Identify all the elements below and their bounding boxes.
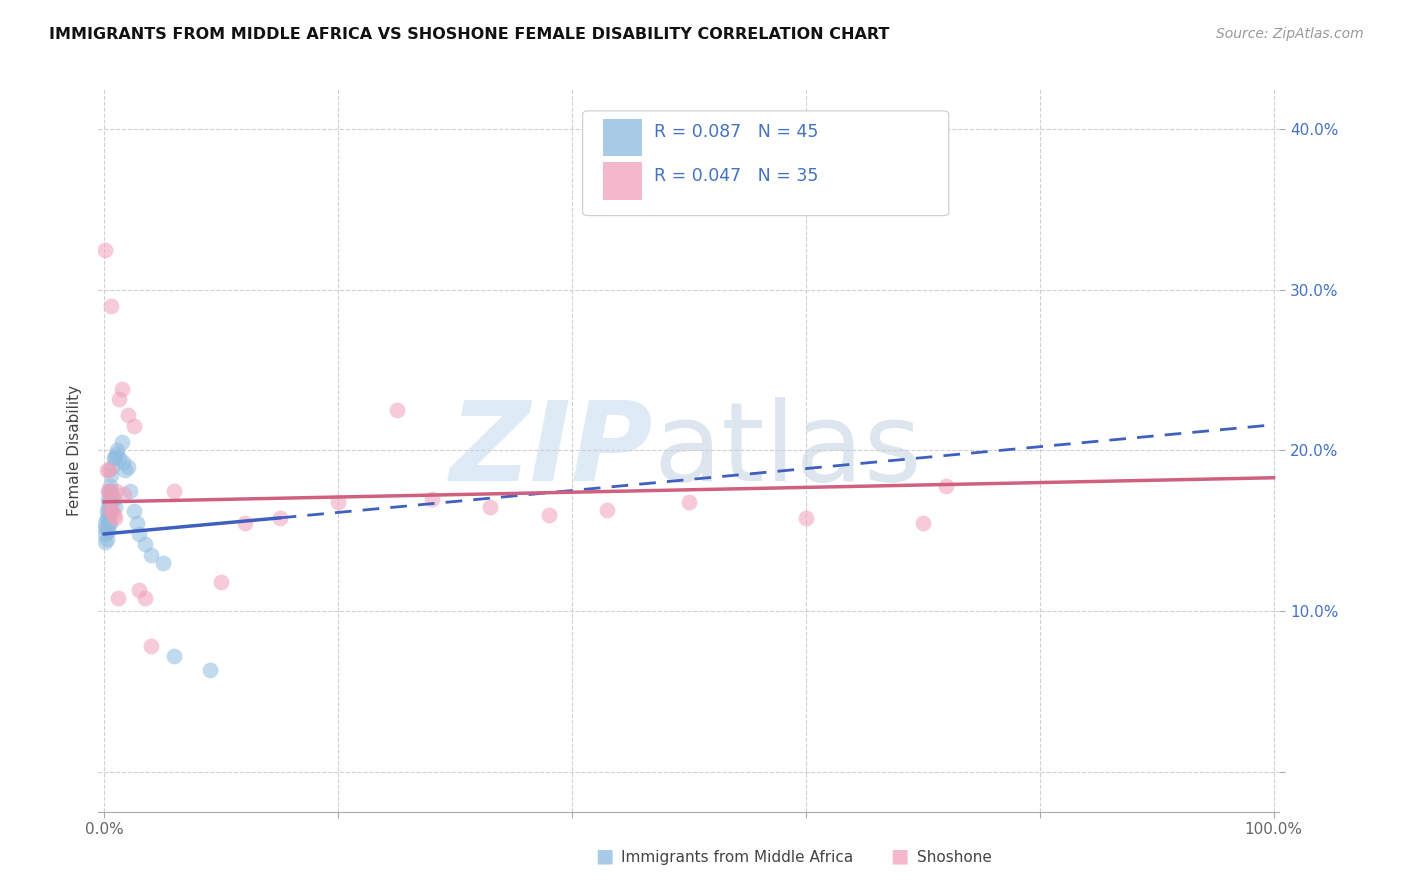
Point: [114, 463, 136, 477]
Point: [198, 664, 221, 678]
Point: [94, 535, 117, 549]
Point: [103, 451, 125, 466]
Point: [101, 504, 124, 518]
Point: [104, 483, 127, 498]
Y-axis label: Female Disability: Female Disability: [66, 384, 82, 516]
Point: [139, 640, 162, 654]
Point: [118, 483, 141, 498]
Point: [111, 383, 134, 397]
Point: [128, 527, 150, 541]
Point: [94, 243, 117, 257]
Point: [97, 483, 120, 498]
Text: IMMIGRANTS FROM MIDDLE AFRICA VS SHOSHONE FEMALE DISABILITY CORRELATION CHART: IMMIGRANTS FROM MIDDLE AFRICA VS SHOSHON…: [49, 27, 890, 42]
Point: [152, 556, 174, 570]
Point: [96, 532, 118, 546]
Text: ■: ■: [595, 847, 614, 865]
Point: [98, 488, 121, 502]
Point: [108, 392, 131, 406]
Point: [96, 511, 118, 525]
Point: [134, 536, 156, 550]
Point: [122, 504, 145, 518]
Point: [209, 575, 232, 590]
Point: [100, 467, 122, 482]
Point: [98, 479, 121, 493]
Point: [111, 435, 134, 450]
Point: [911, 516, 934, 530]
Point: [128, 583, 150, 598]
Text: R = 0.047   N = 35: R = 0.047 N = 35: [654, 167, 818, 185]
Point: [97, 516, 120, 530]
Point: [97, 511, 120, 525]
Point: [104, 451, 127, 466]
Point: [101, 491, 124, 506]
Point: [108, 451, 131, 466]
Text: Shoshone: Shoshone: [917, 850, 991, 865]
Point: [97, 503, 120, 517]
Point: [97, 495, 120, 509]
Point: [94, 527, 117, 541]
Point: [103, 508, 125, 522]
Point: [103, 491, 125, 506]
Point: [420, 491, 443, 506]
Point: [96, 463, 118, 477]
Point: [100, 483, 122, 498]
Point: [479, 500, 502, 514]
Point: [269, 511, 291, 525]
Text: Source: ZipAtlas.com: Source: ZipAtlas.com: [1216, 27, 1364, 41]
Point: [104, 447, 127, 461]
Point: [94, 516, 117, 530]
Point: [112, 487, 135, 501]
Point: [537, 508, 560, 522]
Point: [233, 516, 256, 530]
Point: [139, 548, 162, 562]
Point: [101, 459, 124, 474]
Point: [98, 503, 121, 517]
Text: R = 0.087   N = 45: R = 0.087 N = 45: [654, 123, 818, 141]
Point: [100, 299, 122, 313]
Point: [104, 511, 127, 525]
Point: [97, 483, 120, 498]
Point: [105, 443, 128, 458]
Text: ■: ■: [890, 847, 910, 865]
Point: [678, 495, 700, 509]
Point: [96, 504, 118, 518]
Point: [117, 408, 139, 422]
Point: [97, 483, 120, 498]
Point: [163, 648, 186, 663]
Text: ZIP: ZIP: [450, 397, 654, 504]
Text: Immigrants from Middle Africa: Immigrants from Middle Africa: [621, 850, 853, 865]
Point: [111, 455, 134, 469]
FancyBboxPatch shape: [603, 162, 641, 200]
Point: [935, 479, 957, 493]
Point: [104, 500, 127, 514]
FancyBboxPatch shape: [582, 111, 949, 216]
Point: [97, 500, 120, 514]
Point: [97, 463, 120, 477]
FancyBboxPatch shape: [603, 119, 641, 156]
Point: [96, 520, 118, 534]
Point: [125, 516, 148, 530]
Point: [385, 403, 408, 417]
Point: [163, 483, 186, 498]
Point: [326, 495, 349, 509]
Point: [117, 459, 139, 474]
Point: [134, 591, 156, 606]
Point: [98, 516, 121, 530]
Point: [94, 520, 117, 534]
Point: [97, 491, 120, 506]
Point: [98, 503, 121, 517]
Text: atlas: atlas: [654, 397, 922, 504]
Point: [596, 503, 619, 517]
Point: [794, 511, 817, 525]
Point: [100, 503, 122, 517]
Point: [122, 419, 145, 434]
Point: [97, 524, 120, 538]
Point: [98, 491, 121, 506]
Point: [107, 591, 129, 606]
